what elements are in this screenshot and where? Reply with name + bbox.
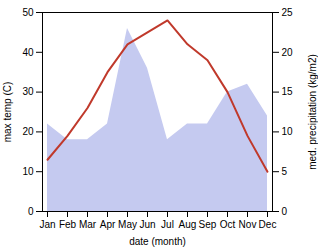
svg-text:20: 20	[22, 126, 34, 137]
svg-text:max temp (C): max temp (C)	[2, 82, 13, 143]
svg-text:Nov: Nov	[239, 219, 257, 230]
svg-text:Feb: Feb	[59, 219, 77, 230]
svg-text:May: May	[118, 219, 137, 230]
svg-text:10: 10	[22, 166, 34, 177]
svg-text:50: 50	[22, 7, 34, 18]
svg-text:Mar: Mar	[79, 219, 97, 230]
svg-text:25: 25	[282, 7, 294, 18]
svg-text:Sep: Sep	[199, 219, 217, 230]
svg-text:Jan: Jan	[39, 219, 55, 230]
svg-text:Apr: Apr	[100, 219, 116, 230]
svg-text:20: 20	[282, 47, 294, 58]
svg-text:0: 0	[28, 206, 34, 217]
svg-text:date (month): date (month)	[129, 236, 186, 247]
svg-text:30: 30	[22, 86, 34, 97]
svg-text:Jul: Jul	[161, 219, 174, 230]
svg-text:Jun: Jun	[139, 219, 155, 230]
svg-text:Oct: Oct	[220, 219, 236, 230]
svg-text:med. precipitation (kg/m2): med. precipitation (kg/m2)	[307, 54, 318, 170]
svg-text:5: 5	[282, 166, 288, 177]
svg-text:40: 40	[22, 47, 34, 58]
svg-text:15: 15	[282, 86, 294, 97]
svg-text:10: 10	[282, 126, 294, 137]
svg-text:Aug: Aug	[179, 219, 197, 230]
svg-text:0: 0	[282, 206, 288, 217]
svg-text:Dec: Dec	[259, 219, 277, 230]
